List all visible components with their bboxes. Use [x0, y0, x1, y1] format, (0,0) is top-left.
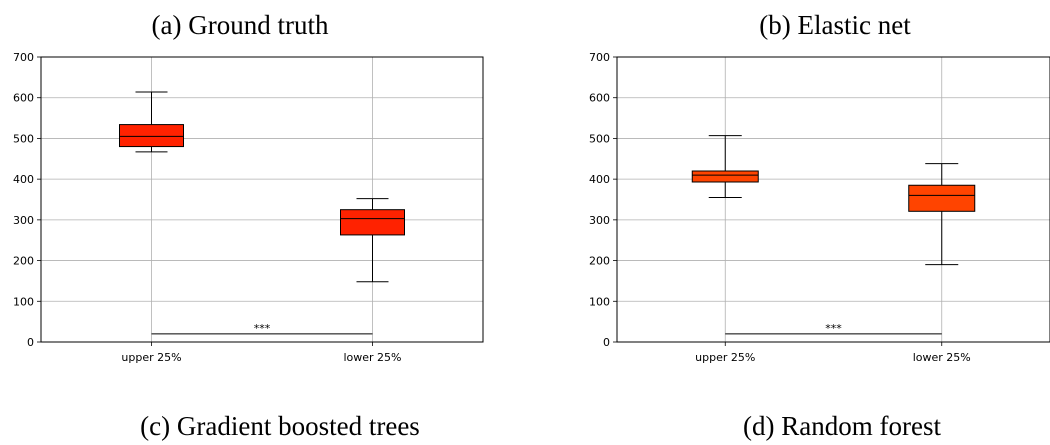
panel-a-axes-frame: [40, 56, 484, 343]
panel-b-y-tick-label: 500: [589, 132, 610, 145]
panel-d-title: (d) Random forest: [743, 411, 941, 441]
panel-a-x-tick-label: upper 25%: [121, 351, 181, 364]
panel-c-title: (c) Gradient boosted trees: [140, 411, 420, 441]
panel-a-y-tick-label: 200: [13, 255, 34, 268]
panel-a-y-tick-label: 700: [13, 51, 34, 64]
panel-b-axes-frame: [616, 56, 1050, 343]
panel-a-y-tick-label: 400: [13, 173, 34, 186]
panel-a-box: [119, 124, 184, 148]
panel-b-y-tick-label: 600: [589, 92, 610, 105]
panel-b-y-tick-label: 200: [589, 255, 610, 268]
panel-b-y-tick-label: 400: [589, 173, 610, 186]
panel-b-y-tick-label: 0: [603, 336, 610, 349]
panel-a-x-tick-label: lower 25%: [343, 351, 401, 364]
panel-a-y-tick-label: 600: [13, 92, 34, 105]
panel-a-box: [340, 209, 405, 236]
panel-a-y-tick-label: 300: [13, 214, 34, 227]
panel-b-box: [691, 170, 759, 183]
panel-b-box: [908, 184, 976, 212]
panel-b-x-tick-label: lower 25%: [913, 351, 971, 364]
panel-b-y-tick-label: 100: [589, 295, 610, 308]
panel-a-y-tick-label: 500: [13, 132, 34, 145]
panel-b-title: (b) Elastic net: [759, 10, 911, 40]
panel-a-title: (a) Ground truth: [151, 10, 329, 40]
panel-a-y-tick-label: 100: [13, 295, 34, 308]
panel-a-significance-label: ***: [254, 322, 271, 335]
panel-b-significance-label: ***: [825, 322, 842, 335]
panel-b-y-tick-label: 300: [589, 214, 610, 227]
panel-a-y-tick-label: 0: [27, 336, 34, 349]
panel-b-x-tick-label: upper 25%: [695, 351, 755, 364]
panel-b-y-tick-label: 700: [589, 51, 610, 64]
